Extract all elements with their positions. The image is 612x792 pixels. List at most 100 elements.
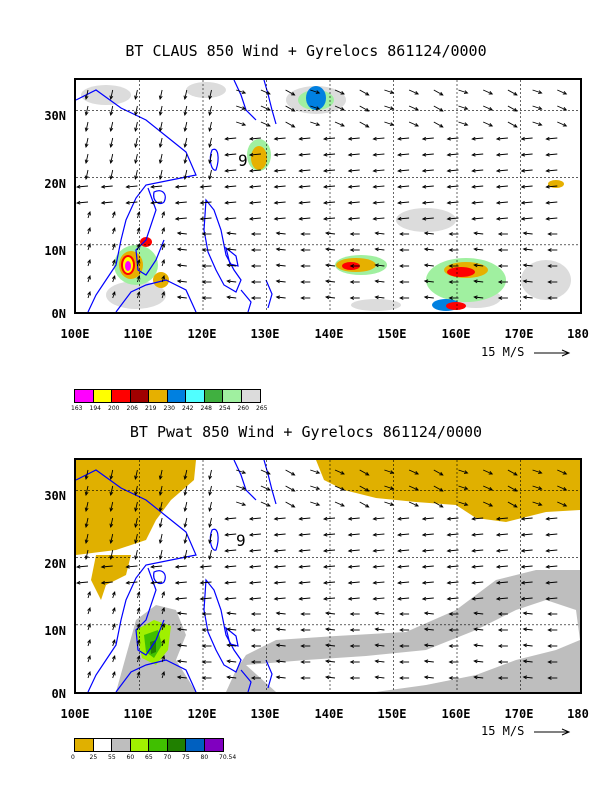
- colorbar-swatch: [74, 738, 94, 752]
- lat-label-30n: 30N: [44, 489, 66, 503]
- wind-vector-head: [522, 247, 528, 252]
- wind-vector: [483, 469, 493, 475]
- wind-vector-head: [349, 280, 355, 284]
- wind-vector: [557, 469, 567, 475]
- wind-vector-head: [547, 264, 552, 268]
- wind-vector: [447, 185, 459, 188]
- wind-vector: [227, 232, 237, 235]
- wind-vector-head: [199, 184, 204, 189]
- wind-vector: [209, 89, 212, 100]
- scale-arrow-icon: [533, 349, 570, 356]
- wind-vector: [375, 296, 385, 299]
- wind-vector-head: [125, 184, 130, 189]
- wind-vector: [110, 549, 114, 560]
- wind-vector: [209, 533, 212, 544]
- wind-vector-head: [421, 184, 427, 189]
- wind-vector-head: [397, 200, 402, 205]
- wind-vector-head: [248, 596, 254, 601]
- wind-vector-head: [349, 232, 355, 236]
- wind-vector: [325, 676, 336, 679]
- wind-vector-head: [423, 675, 429, 680]
- wind-vector: [359, 89, 369, 96]
- wind-vector: [521, 217, 533, 220]
- wind-vector-head: [226, 611, 231, 616]
- wind-vector-head: [471, 200, 476, 205]
- wind-vector: [299, 549, 311, 552]
- wind-vector-head: [87, 259, 91, 264]
- wind-vector-head: [421, 532, 427, 537]
- wind-vector-head: [397, 564, 402, 569]
- wind-vector-head: [495, 564, 501, 569]
- wind-vector-head: [226, 675, 231, 680]
- wind-vector: [274, 169, 286, 172]
- wind-vector-head: [224, 168, 229, 173]
- wind-vector: [236, 485, 246, 490]
- wind-vector-head: [545, 136, 550, 141]
- wind-vector: [85, 549, 89, 560]
- wind-scale: 15 M/S: [481, 724, 572, 738]
- lon-label-100e: 100E: [60, 707, 90, 721]
- wind-vector-head: [111, 275, 116, 280]
- wind-vector-head: [520, 532, 526, 537]
- wind-vector-head: [423, 279, 429, 284]
- wind-vector-head: [250, 296, 256, 300]
- wind-vector: [472, 217, 484, 220]
- wind-vector-head: [84, 475, 89, 481]
- wind-vector: [136, 259, 140, 267]
- wind-vector-head: [174, 216, 180, 221]
- wind-vector: [276, 628, 286, 631]
- wind-vector: [375, 660, 385, 663]
- wind-vector: [184, 153, 188, 164]
- wind-vector: [184, 169, 188, 180]
- wind-vector-head: [446, 532, 451, 537]
- wind-vector: [424, 280, 434, 283]
- wind-vector-head: [250, 280, 256, 284]
- wind-vector: [334, 89, 345, 95]
- lon-label-120e: 120E: [187, 327, 217, 341]
- wind-vector-head: [495, 216, 501, 221]
- cloud-region: [186, 82, 226, 98]
- wind-vector-head: [473, 247, 478, 252]
- wind-vector-head: [520, 596, 526, 601]
- wind-vector-head: [183, 523, 188, 529]
- wind-vector: [76, 581, 89, 584]
- wind-vector-head: [520, 516, 526, 521]
- storm-marker: 9: [236, 531, 246, 550]
- wind-vector: [110, 501, 114, 512]
- wind-vector-head: [473, 675, 478, 680]
- wind-vector-head: [273, 548, 279, 553]
- wind-vector-head: [298, 564, 303, 569]
- wind-vector-head: [547, 628, 552, 632]
- wind-vector: [483, 501, 493, 507]
- wind-vector: [334, 105, 345, 111]
- wind-vector: [546, 597, 558, 600]
- wind-vector-head: [497, 296, 503, 300]
- wind-vector: [85, 137, 89, 148]
- wind-vector-head: [340, 487, 345, 491]
- cloud-region: [153, 272, 169, 288]
- colorbar-tick-label: 75: [182, 754, 190, 761]
- wind-vector: [474, 628, 484, 631]
- colorbar-tick-label: 70: [163, 754, 172, 761]
- wind-vector: [249, 581, 261, 584]
- wind-vector: [323, 549, 336, 552]
- wind-vector: [260, 105, 271, 111]
- wind-vector: [134, 121, 138, 132]
- wind-vector-head: [520, 548, 526, 553]
- wind-vector: [323, 217, 336, 220]
- wind-vector-head: [84, 159, 89, 165]
- wind-vector-head: [300, 264, 305, 268]
- coastline-segment: [203, 578, 242, 673]
- wind-vector: [373, 517, 385, 520]
- wind-vector: [422, 517, 434, 520]
- wind-vector-head: [322, 548, 328, 553]
- wind-vector: [134, 485, 138, 496]
- wind-vector-head: [372, 564, 377, 569]
- wind-vector-head: [545, 184, 550, 189]
- wind-vector: [112, 243, 116, 251]
- wind-vector-head: [273, 564, 279, 569]
- wind-vector: [323, 201, 336, 204]
- colorbar-swatch: [129, 389, 150, 403]
- wind-vector-head: [87, 655, 91, 660]
- wind-vector-head: [340, 503, 345, 507]
